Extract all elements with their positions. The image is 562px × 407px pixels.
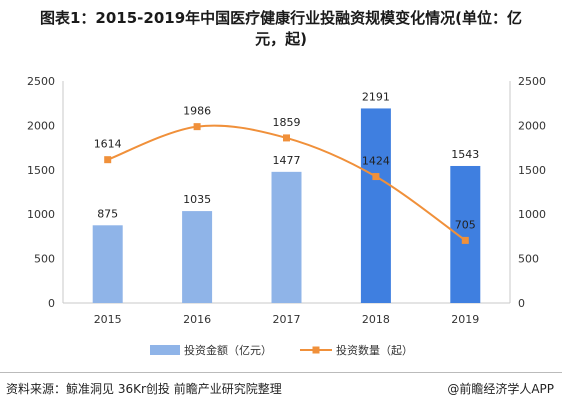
y-tick-label-right: 2000 bbox=[518, 119, 546, 132]
y-tick-label-right: 2500 bbox=[518, 75, 546, 88]
brand-label: @前瞻经济学人APP bbox=[447, 380, 554, 397]
line-point bbox=[461, 236, 469, 244]
x-tick-label: 2018 bbox=[362, 313, 390, 326]
y-tick-label-left: 500 bbox=[34, 253, 55, 266]
bar bbox=[450, 165, 481, 303]
y-tick-label-right: 1500 bbox=[518, 164, 546, 177]
y-tick-label-left: 2500 bbox=[27, 75, 55, 88]
y-tick-label-left: 1500 bbox=[27, 164, 55, 177]
bar-value-label: 875 bbox=[97, 207, 118, 220]
legend-bar-label: 投资金额（亿元） bbox=[184, 343, 272, 357]
chart-title: 图表1：2015-2019年中国医疗健康行业投融资规模变化情况(单位：亿 元，起… bbox=[0, 8, 562, 50]
y-tick-label-left: 1000 bbox=[27, 208, 55, 221]
source-note: 资料来源：鲸准洞见 36Kr创投 前瞻产业研究院整理 bbox=[6, 382, 282, 396]
line-value-label: 1986 bbox=[183, 105, 211, 118]
x-tick-label: 2015 bbox=[94, 313, 122, 326]
y-tick-label-right: 500 bbox=[518, 253, 539, 266]
line-value-label: 705 bbox=[455, 218, 476, 231]
line-point bbox=[372, 173, 380, 181]
line-point bbox=[283, 134, 290, 142]
chart-title-line1: 图表1：2015-2019年中国医疗健康行业投融资规模变化情况(单位：亿 bbox=[39, 9, 523, 27]
line-value-label: 1424 bbox=[362, 155, 390, 168]
divider bbox=[0, 372, 562, 373]
legend-line-label: 投资数量（起） bbox=[336, 343, 413, 357]
x-tick-label: 2017 bbox=[273, 313, 301, 326]
bar-value-label: 1477 bbox=[273, 154, 301, 167]
bar bbox=[360, 108, 391, 303]
x-tick-label: 2019 bbox=[451, 313, 479, 326]
chart-title-line2: 元，起) bbox=[255, 30, 307, 48]
x-tick-label: 2016 bbox=[183, 313, 211, 326]
y-tick-label-left: 2000 bbox=[27, 119, 55, 132]
line-value-label: 1614 bbox=[94, 138, 122, 151]
legend-bar-swatch bbox=[150, 345, 180, 355]
bar bbox=[92, 225, 123, 303]
bar bbox=[271, 171, 302, 303]
line-point bbox=[193, 123, 201, 131]
bar-value-label: 1543 bbox=[451, 148, 479, 161]
line-point bbox=[104, 156, 112, 164]
y-tick-label-left: 0 bbox=[48, 297, 55, 310]
legend-line-marker bbox=[312, 346, 320, 354]
line-value-label: 1859 bbox=[273, 116, 301, 129]
y-tick-label-right: 0 bbox=[518, 297, 525, 310]
bar-value-label: 2191 bbox=[362, 90, 390, 103]
brand-text: @前瞻经济学人APP bbox=[447, 382, 554, 396]
y-tick-label-right: 1000 bbox=[518, 208, 546, 221]
bar-value-label: 1035 bbox=[183, 193, 211, 206]
bar bbox=[182, 211, 213, 303]
